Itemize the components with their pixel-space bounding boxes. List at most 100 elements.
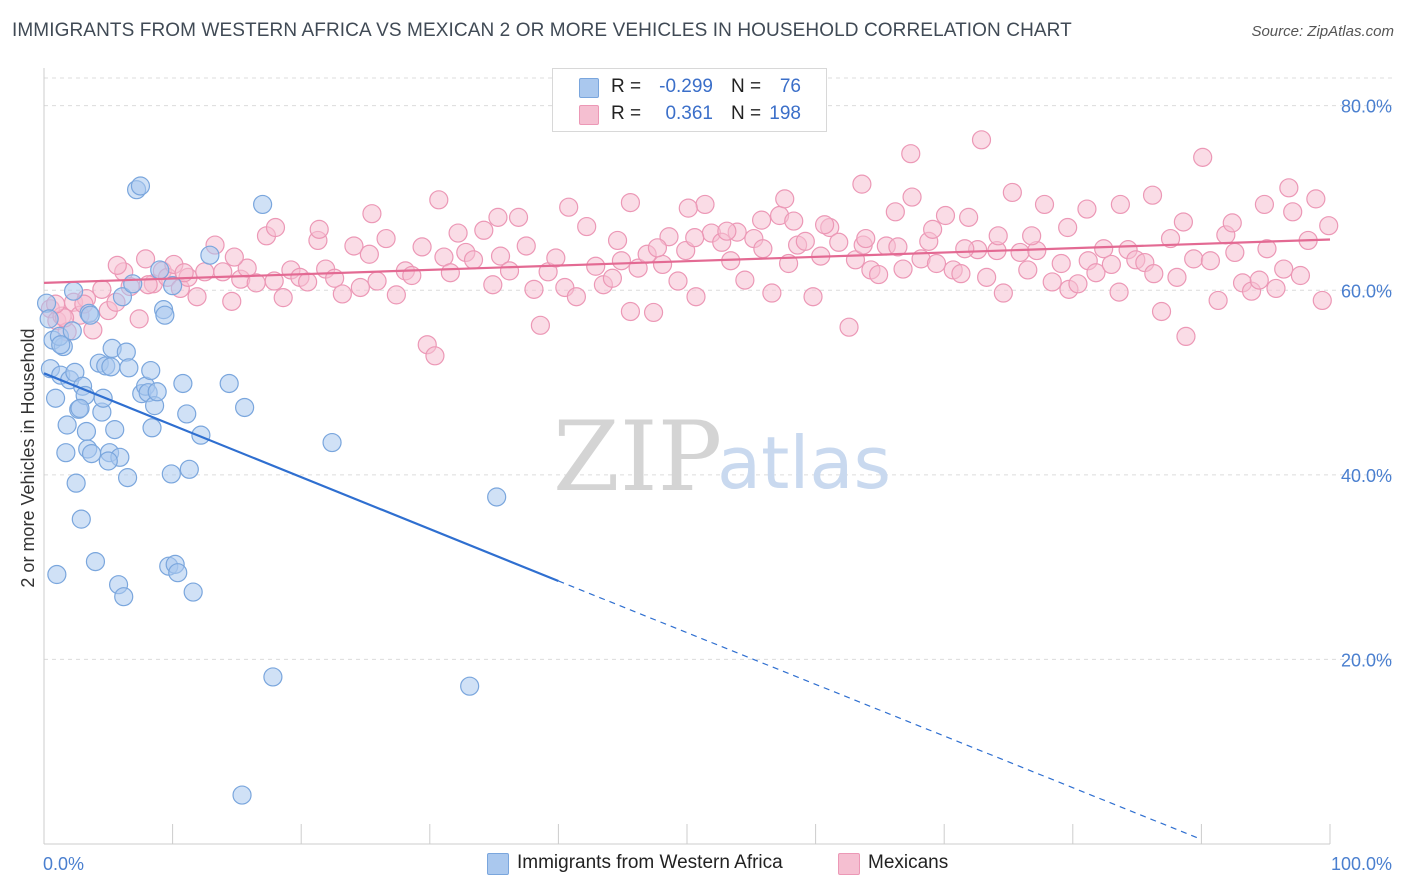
data-point <box>119 358 139 378</box>
data-point <box>460 676 480 696</box>
data-point <box>977 267 997 287</box>
data-point <box>499 261 520 281</box>
data-point <box>1306 189 1326 209</box>
data-point <box>1018 260 1038 280</box>
data-point <box>36 293 57 313</box>
data-point <box>1173 212 1193 232</box>
data-point <box>150 260 170 280</box>
data-point <box>187 287 207 307</box>
data-point <box>235 397 255 418</box>
data-point <box>200 245 220 265</box>
data-point <box>179 459 199 479</box>
y-tick-label: 20.0% <box>1341 650 1392 670</box>
data-point <box>224 247 244 267</box>
data-point <box>76 421 97 442</box>
data-point <box>298 272 318 292</box>
data-point <box>508 207 529 227</box>
data-point <box>264 271 284 291</box>
data-point <box>993 283 1013 303</box>
data-point <box>1208 290 1228 311</box>
data-point <box>1058 217 1078 238</box>
data-point <box>62 321 82 341</box>
y-tick-label: 80.0% <box>1341 97 1392 117</box>
legend-n-label: N = <box>731 76 762 97</box>
data-point <box>1222 213 1242 233</box>
data-point <box>1068 274 1088 294</box>
legend-r-label: R = <box>611 76 642 97</box>
data-point <box>1225 242 1245 263</box>
legend-n-label: N = <box>731 103 762 124</box>
data-point <box>1290 265 1311 286</box>
data-point <box>1002 182 1022 203</box>
data-point <box>1051 253 1071 274</box>
watermark-atlas: atlas <box>717 421 891 505</box>
data-point <box>717 221 737 241</box>
data-point <box>429 190 449 210</box>
data-point <box>112 287 133 307</box>
legend-n-value: 198 <box>769 103 801 124</box>
data-point <box>98 451 118 471</box>
data-point <box>63 281 84 301</box>
data-point <box>1094 239 1114 259</box>
data-point <box>463 250 484 270</box>
x-tick-label: 100.0% <box>1331 854 1392 874</box>
trend-line-mexicans <box>43 238 1331 284</box>
data-point <box>803 287 823 307</box>
y-tick-labels: 20.0% 40.0% 60.0% 80.0% <box>1341 97 1392 671</box>
data-point <box>1279 178 1299 198</box>
data-point <box>66 473 86 493</box>
data-point <box>546 248 566 268</box>
data-point <box>1022 226 1042 246</box>
data-point <box>47 564 67 585</box>
data-point <box>81 444 102 464</box>
data-point <box>566 287 587 307</box>
data-point <box>885 202 905 222</box>
data-point <box>488 207 508 227</box>
data-point <box>751 210 772 230</box>
bottom-legend-swatch-blue <box>487 853 509 875</box>
trend-line-western-africa-extension <box>558 580 1202 840</box>
data-point <box>71 509 91 529</box>
data-point <box>350 277 370 298</box>
y-axis-label: 2 or more Vehicles in Household <box>18 328 38 587</box>
data-point <box>1144 264 1164 284</box>
source-label: Source: ZipAtlas.com <box>1251 23 1394 40</box>
data-point <box>101 357 121 377</box>
data-point <box>659 227 679 247</box>
data-point <box>935 205 956 226</box>
data-point <box>376 228 396 249</box>
data-point <box>425 346 445 366</box>
watermark-zip: ZIP <box>553 401 722 513</box>
series-mexicans <box>40 130 1339 366</box>
data-point <box>322 432 342 453</box>
trend-line-western-africa <box>43 372 559 582</box>
data-point <box>57 415 77 435</box>
data-point <box>685 228 705 248</box>
data-point <box>155 305 175 325</box>
data-point <box>753 239 773 259</box>
data-point <box>332 284 352 304</box>
y-tick-label: 40.0% <box>1341 466 1392 486</box>
data-point <box>1160 228 1181 249</box>
y-tick-label: 60.0% <box>1341 281 1392 301</box>
data-point <box>309 219 329 239</box>
data-point <box>123 274 143 294</box>
data-point <box>784 211 804 231</box>
data-point <box>344 236 364 256</box>
data-point <box>923 219 943 239</box>
data-point <box>586 256 606 276</box>
data-point <box>161 464 181 484</box>
bottom-legend-swatch-pink <box>838 853 860 875</box>
data-point <box>1200 251 1221 271</box>
data-point <box>1257 239 1277 259</box>
data-point <box>39 309 59 329</box>
data-point <box>678 198 698 218</box>
legend-r-value: -0.299 <box>659 76 713 97</box>
data-point <box>367 271 387 291</box>
bottom-legend-label: Mexicans <box>868 852 949 873</box>
data-point <box>129 309 149 329</box>
data-point <box>951 264 971 284</box>
data-point <box>1184 249 1204 269</box>
data-point <box>1249 270 1269 290</box>
